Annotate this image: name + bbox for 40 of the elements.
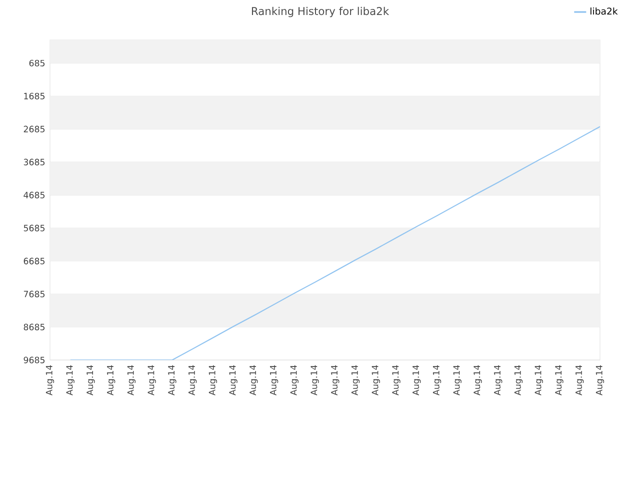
x-tick-label: Aug.14 xyxy=(250,365,258,396)
x-tick-label: Aug.14 xyxy=(310,365,319,396)
y-tick-label: 9685 xyxy=(24,356,45,364)
x-tick-label: Aug.14 xyxy=(148,365,156,396)
x-tick-label: Aug.14 xyxy=(453,365,462,396)
x-tick-label: Aug.14 xyxy=(596,365,604,396)
x-tick-label: Aug.14 xyxy=(432,365,442,396)
x-tick-label: Aug.14 xyxy=(270,365,278,396)
x-tick-label: Aug.14 xyxy=(229,365,238,396)
x-tick-label: Aug.14 xyxy=(127,365,136,396)
x-tick-label: Aug.14 xyxy=(514,365,523,396)
y-tick-label: 1685 xyxy=(24,92,45,100)
x-tick-label: Aug.14 xyxy=(66,365,74,396)
x-tick-label: Aug.14 xyxy=(168,365,176,396)
x-tick-label: Aug.14 xyxy=(86,365,95,396)
y-tick-label: 3685 xyxy=(24,158,45,166)
x-tick-label: Aug.14 xyxy=(208,365,218,396)
x-tick-label: Aug.14 xyxy=(555,365,564,396)
x-tick-label: Aug.14 xyxy=(534,365,543,396)
x-tick-label: Aug.14 xyxy=(412,365,421,396)
y-tick-label: 685 xyxy=(29,60,45,66)
x-tick-label: Aug.14 xyxy=(290,365,298,396)
x-tick-label: Aug.14 xyxy=(576,365,584,396)
y-tick-label: 7685 xyxy=(24,290,45,298)
y-tick-label: 6685 xyxy=(24,258,45,264)
y-tick-label: 4685 xyxy=(24,192,45,198)
y-tick-label: 2685 xyxy=(24,126,45,132)
x-tick-label: Aug.14 xyxy=(372,365,380,396)
x-tick-label: Aug.14 xyxy=(352,365,360,396)
x-tick-label: Aug.14 xyxy=(392,365,400,396)
x-tick-label: Aug.14 xyxy=(46,365,54,396)
legend-label: liba2k xyxy=(590,7,618,15)
x-tick-label: Aug.14 xyxy=(474,365,482,396)
x-tick-label: Aug.14 xyxy=(188,365,197,396)
x-tick-label: Aug.14 xyxy=(107,365,116,396)
x-tick-label: Aug.14 xyxy=(494,365,502,396)
x-tick-label: Aug.14 xyxy=(331,365,340,396)
y-tick-label: 8685 xyxy=(24,324,45,330)
chart-title: Ranking History for liba2k xyxy=(252,6,390,18)
y-tick-label: 5685 xyxy=(24,224,45,232)
